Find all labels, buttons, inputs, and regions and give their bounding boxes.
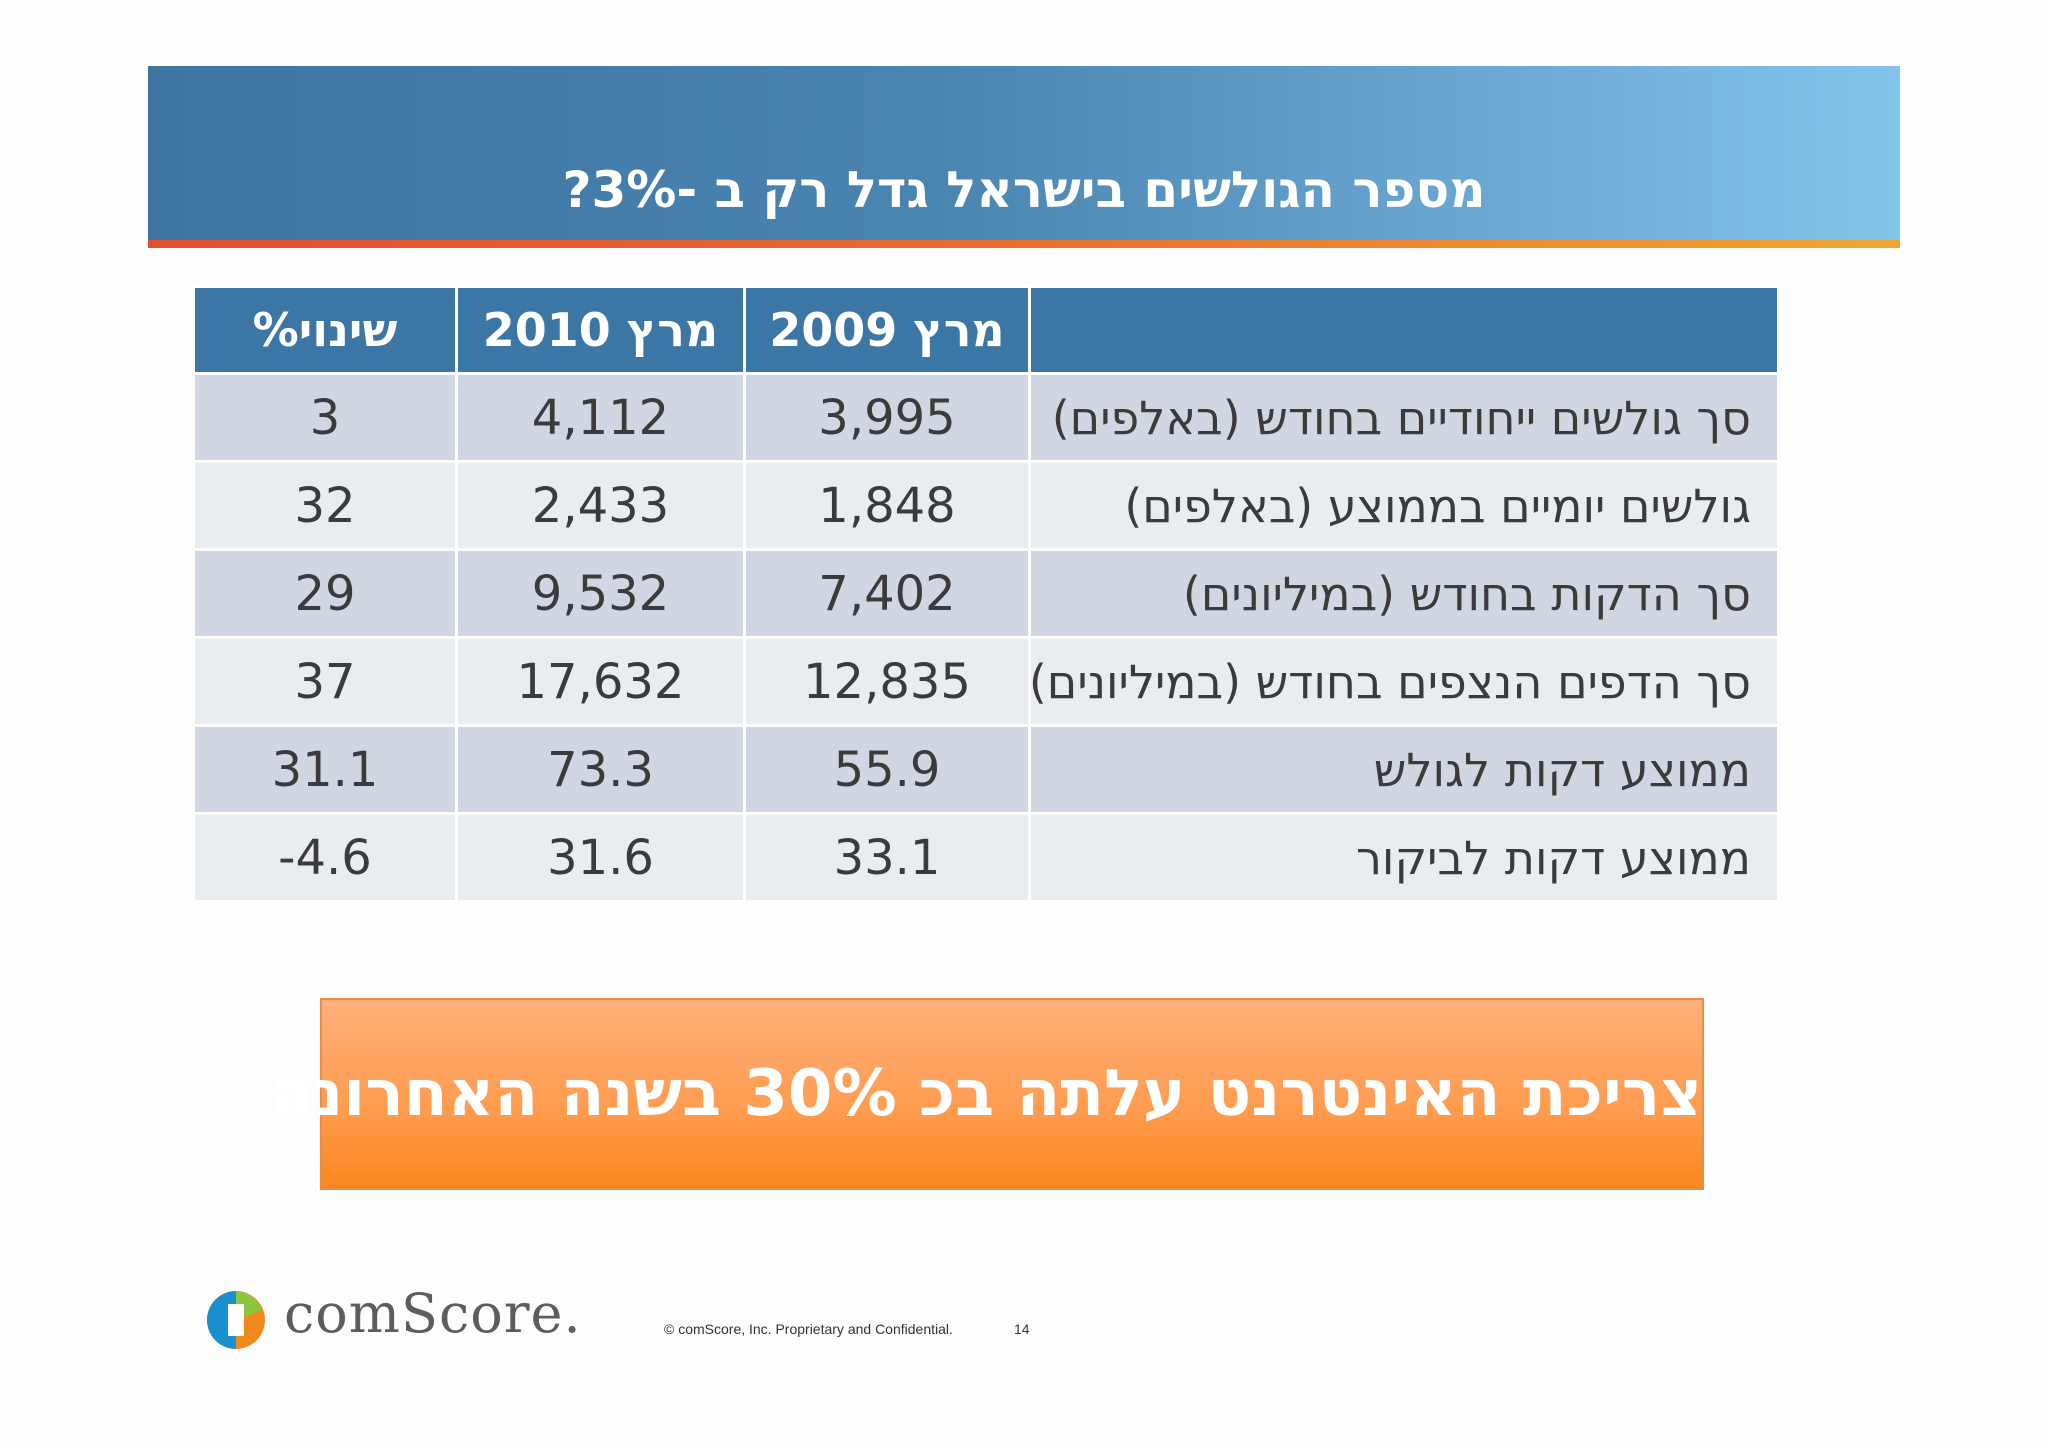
value-2009-cell: 33.1 (743, 812, 1031, 903)
value-2009-cell: 1,848 (743, 460, 1031, 551)
change-cell: 3 (192, 372, 458, 463)
brand-wordmark: comScore. (284, 1282, 582, 1345)
page-number: 14 (1014, 1321, 1030, 1337)
table-row: 31.1 73.3 55.9 ממוצע דקות לגולש (192, 724, 1780, 815)
metric-label: ממוצע דקות לביקור (1028, 812, 1780, 903)
change-cell: 37 (192, 636, 458, 727)
slide-title: מספר הגולשים בישראל גדל רק ב -3%? (562, 161, 1486, 219)
header-march-2009: מרץ 2009 (743, 285, 1031, 375)
callout-text: צריכת האינטרנט עלתה בכ 30% בשנה האחרונה (270, 1057, 1702, 1131)
change-cell: 29 (192, 548, 458, 639)
value-2010-cell: 17,632 (455, 636, 746, 727)
copyright-note: © comScore, Inc. Proprietary and Confide… (664, 1321, 953, 1337)
value-2010-cell: 4,112 (455, 372, 746, 463)
metric-label: גולשים יומיים בממוצע (באלפים) (1028, 460, 1780, 551)
value-2009-cell: 3,995 (743, 372, 1031, 463)
change-cell: -4.6 (192, 812, 458, 903)
metric-label: סך גולשים ייחודיים בחודש (באלפים) (1028, 372, 1780, 463)
header-march-2010: מרץ 2010 (455, 285, 746, 375)
table-row: -4.6 31.6 33.1 ממוצע דקות לביקור (192, 812, 1780, 903)
comscore-logo-icon (207, 1291, 265, 1349)
table-row: 29 9,532 7,402 סך הדקות בחודש (במיליונים… (192, 548, 1780, 639)
title-banner (148, 66, 1900, 240)
table-header-row: %שינוי מרץ 2010 מרץ 2009 (192, 285, 1780, 375)
value-2009-cell: 55.9 (743, 724, 1031, 815)
value-2010-cell: 2,433 (455, 460, 746, 551)
value-2010-cell: 9,532 (455, 548, 746, 639)
metric-label: ממוצע דקות לגולש (1028, 724, 1780, 815)
table-row: 32 2,433 1,848 גולשים יומיים בממוצע (באל… (192, 460, 1780, 551)
value-2009-cell: 7,402 (743, 548, 1031, 639)
header-change: %שינוי (192, 285, 458, 375)
value-2010-cell: 31.6 (455, 812, 746, 903)
stats-table: %שינוי מרץ 2010 מרץ 2009 3 4,112 3,995 ס… (192, 285, 1780, 903)
metric-label: סך הדקות בחודש (במיליונים) (1028, 548, 1780, 639)
callout-box: צריכת האינטרנט עלתה בכ 30% בשנה האחרונה (270, 998, 1704, 1190)
value-2009-cell: 12,835 (743, 636, 1031, 727)
metric-label: סך הדפים הנצפים בחודש (במיליונים) (1028, 636, 1780, 727)
change-cell: 31.1 (192, 724, 458, 815)
value-2010-cell: 73.3 (455, 724, 746, 815)
table-row: 3 4,112 3,995 סך גולשים ייחודיים בחודש (… (192, 372, 1780, 463)
header-metric (1028, 285, 1780, 375)
table-row: 37 17,632 12,835 סך הדפים הנצפים בחודש (… (192, 636, 1780, 727)
title-banner-stripe (148, 240, 1900, 248)
change-cell: 32 (192, 460, 458, 551)
